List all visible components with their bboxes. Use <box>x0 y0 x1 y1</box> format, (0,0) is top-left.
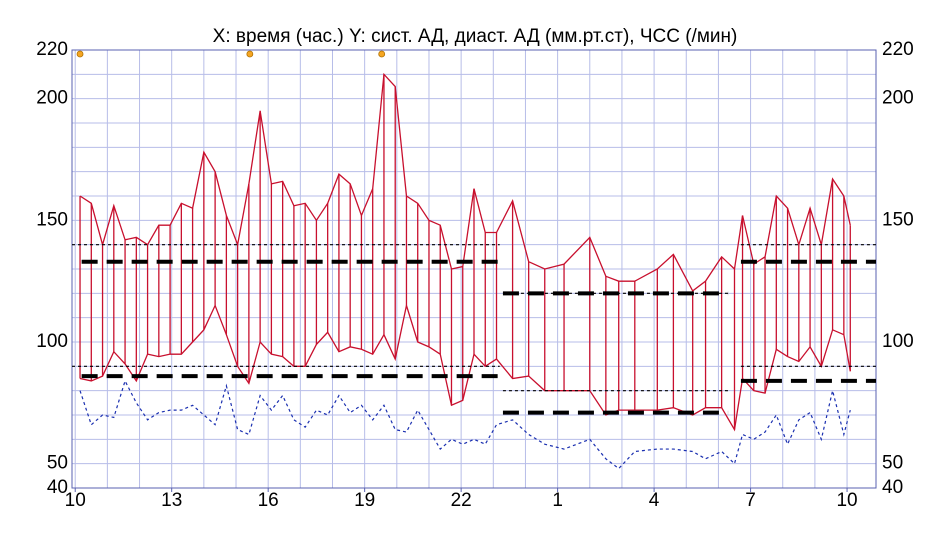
y-tick-label: 150 <box>36 209 68 230</box>
chart-title: X: время (час.) Y: сист. АД, диаст. АД (… <box>213 26 738 47</box>
y-tick-label: 40 <box>47 477 68 498</box>
x-tick-label: 16 <box>258 490 279 511</box>
y-tick-label: 200 <box>36 88 68 109</box>
systolic-line <box>79 72 851 292</box>
y2-tick-label: 50 <box>882 453 903 474</box>
y2-tick-label: 40 <box>882 477 903 498</box>
y2-tick-label: 100 <box>882 331 914 352</box>
x-tick-label: 1 <box>552 490 563 511</box>
x-tick-label: 7 <box>745 490 756 511</box>
y-tick-label: 50 <box>47 453 68 474</box>
event-marker <box>378 50 386 58</box>
diastolic-line <box>79 302 851 432</box>
x-tick-label: 22 <box>451 490 472 511</box>
y2-tick-label: 150 <box>882 209 914 230</box>
x-tick-label: 10 <box>65 490 86 511</box>
plot-frame <box>71 49 877 489</box>
event-marker <box>76 50 84 58</box>
y2-tick-label: 200 <box>882 88 914 109</box>
heart-rate-line <box>79 379 851 470</box>
y-tick-label: 220 <box>36 39 68 60</box>
x-tick-label: 4 <box>649 490 660 511</box>
event-marker <box>246 50 254 58</box>
x-tick-label: 19 <box>354 490 375 511</box>
y2-tick-label: 220 <box>882 39 914 60</box>
x-tick-label: 10 <box>836 490 857 511</box>
y-tick-label: 100 <box>36 331 68 352</box>
x-tick-label: 13 <box>161 490 182 511</box>
